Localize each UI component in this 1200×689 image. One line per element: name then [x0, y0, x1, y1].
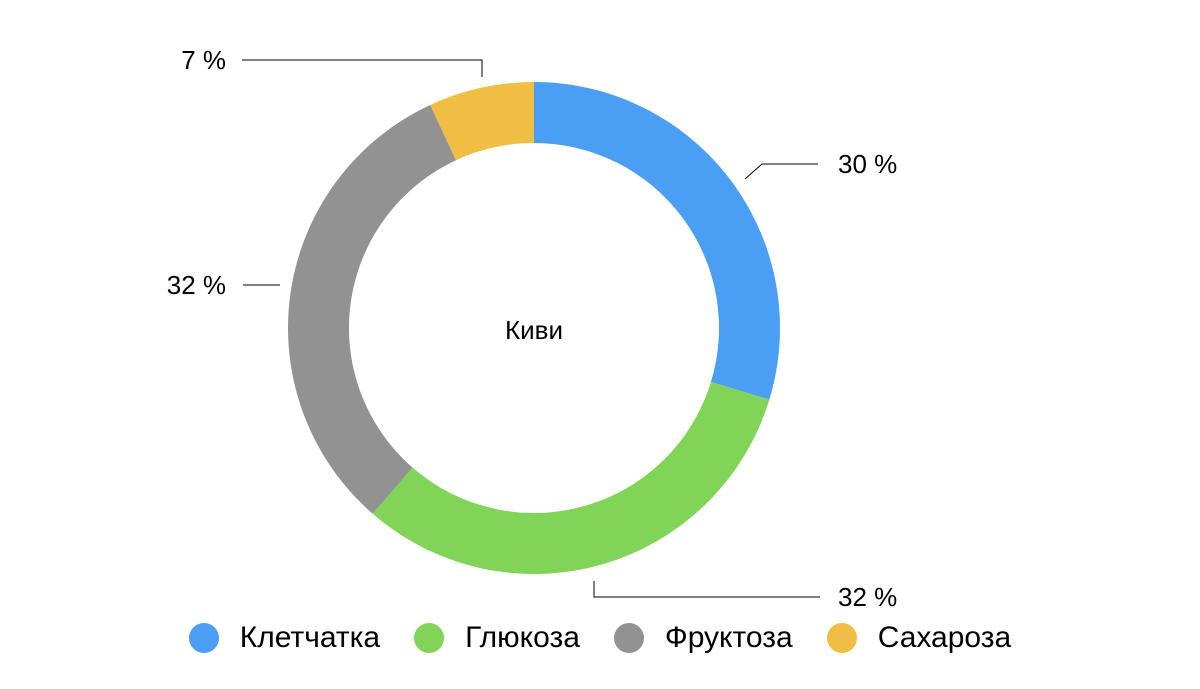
- center-label: Киви: [505, 315, 563, 345]
- legend-label-sucrose: Сахароза: [877, 621, 1012, 654]
- label-fructose: 32 %: [167, 270, 226, 300]
- legend-label-glucose: Глюкоза: [465, 621, 580, 654]
- label-sucrose: 7 %: [181, 45, 226, 75]
- legend-swatch-fructose: [613, 623, 644, 653]
- donut-slices: [287, 82, 780, 574]
- legend-swatch-glucose: [414, 623, 445, 653]
- legend-swatch-fiber: [188, 623, 219, 653]
- label-fiber: 30 %: [838, 149, 897, 179]
- legend-item-glucose[interactable]: Глюкоза: [414, 621, 580, 655]
- leader-sucrose: [242, 59, 483, 77]
- slice-glucose: [372, 381, 770, 574]
- legend-swatch-sucrose: [826, 623, 857, 653]
- legend-label-fiber: Клетчатка: [239, 621, 381, 654]
- value-labels: 30 % 32 % 32 % 7 %: [167, 45, 898, 612]
- label-glucose: 32 %: [838, 582, 897, 612]
- slice-fructose: [287, 104, 456, 514]
- leader-glucose: [593, 581, 820, 598]
- legend-item-fructose[interactable]: Фруктоза: [613, 621, 793, 655]
- legend-item-fiber[interactable]: Клетчатка: [188, 621, 381, 655]
- slice-fiber: [534, 82, 780, 400]
- label-leader-lines: [242, 59, 820, 598]
- legend-item-sucrose[interactable]: Сахароза: [826, 621, 1012, 655]
- legend: Клетчатка Глюкоза Фруктоза Сахароза: [0, 613, 1200, 663]
- leader-fiber: [744, 163, 818, 180]
- slice-sucrose: [430, 82, 534, 161]
- legend-label-fructose: Фруктоза: [664, 621, 793, 654]
